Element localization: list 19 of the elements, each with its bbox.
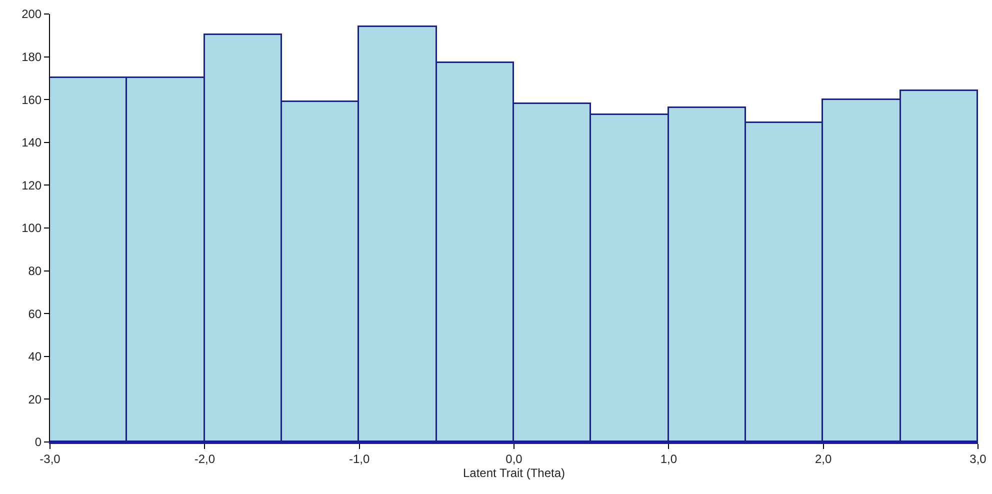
y-tick-label: 100	[22, 221, 42, 236]
y-tick-label: 120	[22, 178, 42, 192]
y-tick-label: 160	[22, 92, 42, 107]
x-tick-label: -1,0	[348, 452, 370, 466]
x-tick-label: 3,0	[970, 452, 987, 466]
x-axis-title: Latent Trait (Theta)	[462, 466, 566, 480]
y-tick-label: 80	[28, 264, 42, 278]
y-tick-label: 200	[22, 7, 42, 22]
y-tick-label: 0	[34, 435, 42, 450]
x-tick-label: 2,0	[814, 452, 832, 466]
y-tick-label: 40	[28, 350, 42, 364]
x-tick-label: -2,0	[194, 452, 216, 466]
y-tick-label: 140	[22, 136, 42, 150]
y-tick-label: 60	[28, 306, 42, 321]
x-tick-label: 1,0	[660, 452, 678, 466]
y-tick-label: 20	[28, 392, 42, 406]
y-tick-label: 180	[22, 50, 42, 64]
x-tick-label: 0,0	[506, 452, 523, 466]
x-tick-label: -3,0	[40, 452, 61, 466]
